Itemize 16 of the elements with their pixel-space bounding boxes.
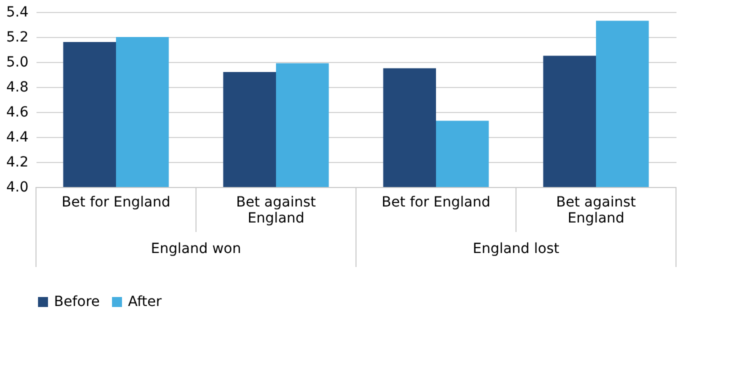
- text: England won: [150, 241, 242, 257]
- legend-label: After: [128, 294, 162, 310]
- y-tick-label: 4.8: [6, 80, 28, 96]
- x-tick-label: Bet against England: [236, 194, 316, 226]
- y-tick-label: 4.6: [6, 104, 29, 120]
- x-tick-label: Bet for England: [382, 194, 490, 210]
- x-tick-label: Bet for England: [62, 194, 170, 210]
- text: England lost: [472, 241, 560, 257]
- y-tick-label: 4.0: [6, 180, 28, 196]
- y-tick-label: 4.4: [6, 130, 29, 146]
- x-tick-label: Bet against England: [556, 194, 636, 226]
- y-tick-label: 5.4: [6, 4, 29, 20]
- legend-label: Before: [54, 294, 100, 310]
- y-tick-label: 4.2: [6, 154, 28, 170]
- y-tick-label: 5.2: [6, 30, 28, 46]
- y-tick-label: 5.0: [6, 54, 28, 70]
